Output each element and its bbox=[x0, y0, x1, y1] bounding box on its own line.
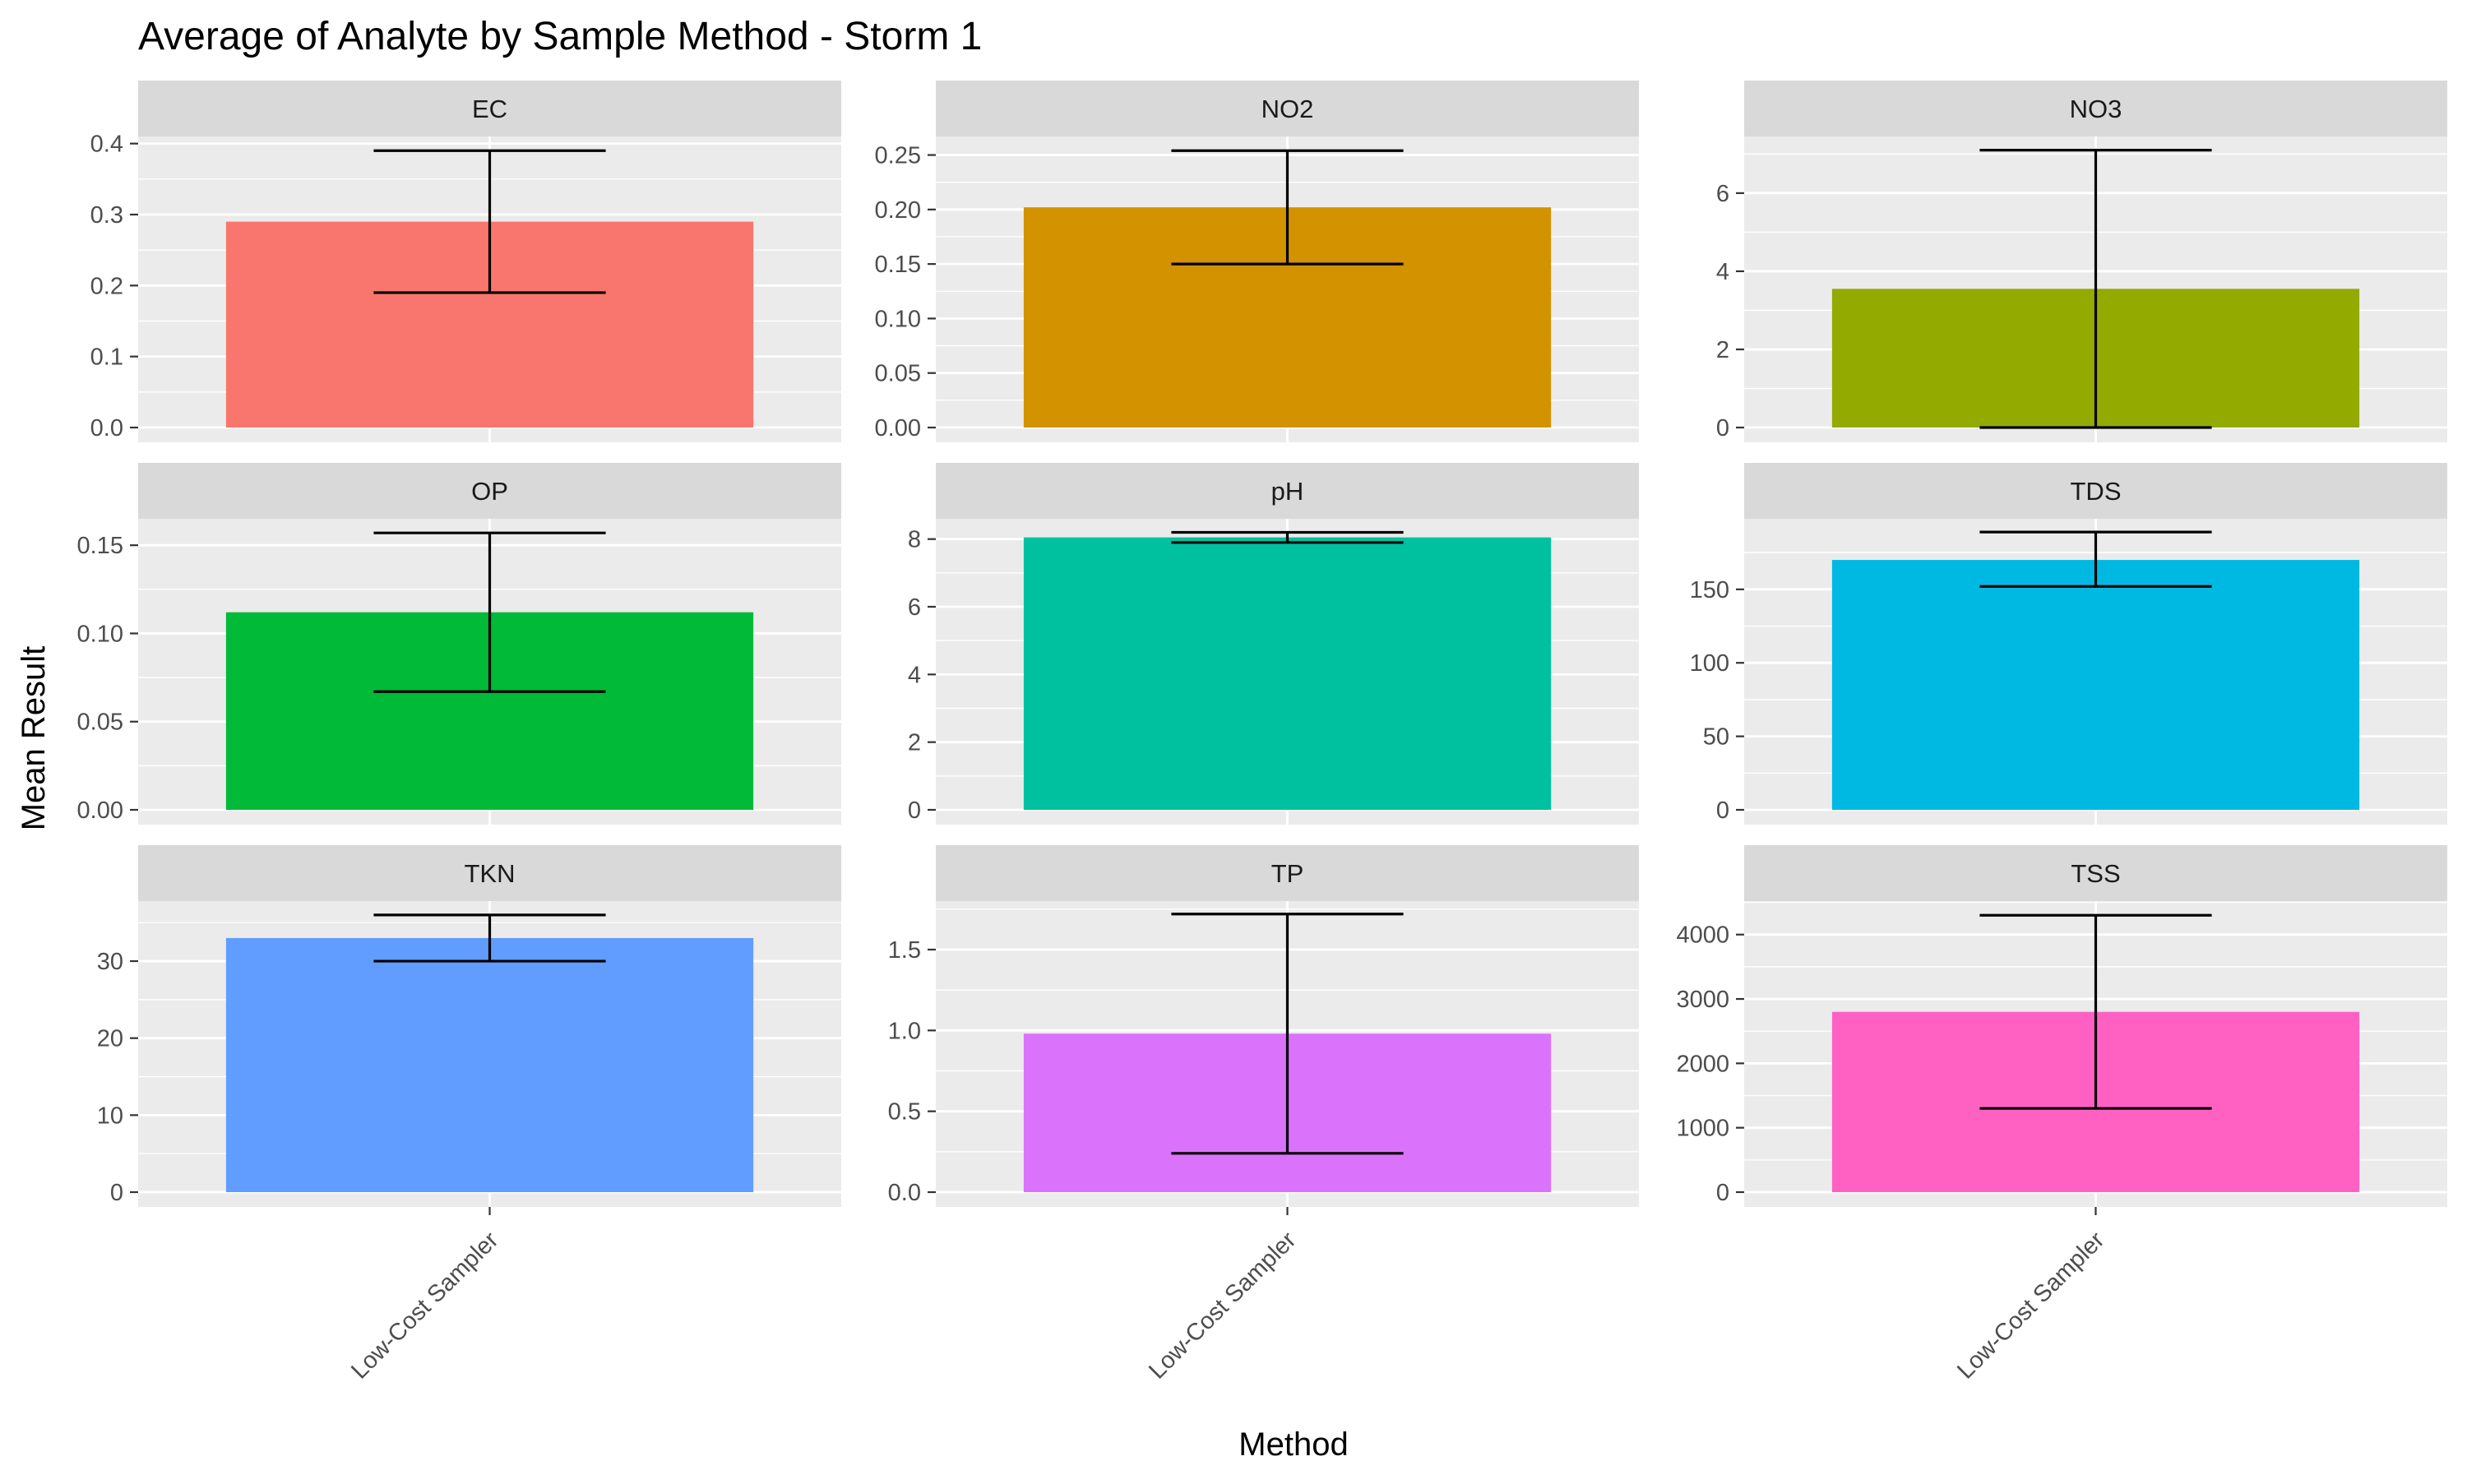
y-tick-label: 6 bbox=[1716, 181, 1729, 207]
x-tick-label: Low-Cost Sampler bbox=[346, 1227, 504, 1385]
facet-strip-label: TP bbox=[1271, 859, 1304, 888]
y-tick-label: 0 bbox=[1716, 415, 1729, 442]
facet-strip bbox=[1744, 81, 2447, 136]
y-tick-label: 0.3 bbox=[90, 202, 123, 229]
facet-strip-label: NO3 bbox=[2070, 95, 2122, 123]
y-tick-label: 0.05 bbox=[77, 710, 123, 736]
facet-strip bbox=[1744, 845, 2447, 901]
y-tick-label: 4 bbox=[908, 662, 921, 688]
facet-strip bbox=[936, 81, 1639, 136]
facet-tkn: TKN 0 10 20 30 Low-Cost Sampler bbox=[97, 845, 841, 1385]
facet-strip bbox=[138, 845, 841, 901]
y-tick-label: 150 bbox=[1690, 577, 1729, 603]
y-tick-label: 0.00 bbox=[77, 797, 123, 824]
facet-strip-label: TSS bbox=[2071, 859, 2120, 888]
y-tick-label: 0.2 bbox=[90, 273, 123, 299]
y-tick-label: 1.0 bbox=[888, 1018, 921, 1044]
facet-strip bbox=[936, 845, 1639, 901]
facet-op: OP 0.00 0.05 0.10 0.15 bbox=[77, 463, 841, 825]
y-tick-label: 30 bbox=[97, 949, 123, 975]
y-tick-label: 0.10 bbox=[77, 621, 123, 647]
facet-strip-label: OP bbox=[471, 477, 508, 506]
chart-title: Average of Analyte by Sample Method - St… bbox=[138, 15, 982, 58]
y-tick-label: 0.0 bbox=[90, 415, 123, 442]
y-tick-label: 0.15 bbox=[77, 533, 123, 559]
bar bbox=[1023, 537, 1552, 810]
x-tick-label: Low-Cost Sampler bbox=[1144, 1227, 1302, 1385]
facet-no2: NO2 0.00 0.05 0.10 0.15 0.20 0.25 bbox=[875, 81, 1639, 442]
y-tick-label: 0.25 bbox=[875, 143, 921, 169]
y-tick-label: 50 bbox=[1703, 724, 1729, 751]
y-tick-label: 0.1 bbox=[90, 344, 123, 371]
facet-panels: EC0.00.10.20.30.4NO20.000.050.100.150.20… bbox=[77, 81, 2447, 1385]
y-tick-label: 0.0 bbox=[888, 1180, 921, 1206]
facet-strip bbox=[138, 463, 841, 519]
facet-strip bbox=[1744, 463, 2447, 519]
y-tick-label: 10 bbox=[97, 1103, 123, 1129]
facet-strip bbox=[138, 81, 841, 136]
facet-ec: EC 0.0 0.1 0.2 0.3 0.4 bbox=[90, 81, 841, 442]
y-tick-label: 0 bbox=[1716, 1180, 1729, 1206]
y-tick-label: 0.10 bbox=[875, 306, 921, 332]
y-tick-label: 4000 bbox=[1676, 922, 1729, 949]
y-tick-label: 1.5 bbox=[888, 937, 921, 964]
y-tick-label: 0 bbox=[1716, 797, 1729, 824]
y-tick-label: 0.4 bbox=[90, 132, 123, 158]
facet-strip-label: NO2 bbox=[1261, 95, 1314, 123]
y-axis-label: Mean Result bbox=[16, 646, 52, 831]
y-tick-label: 0.15 bbox=[875, 252, 921, 278]
y-tick-label: 1000 bbox=[1676, 1116, 1729, 1142]
y-tick-label: 2 bbox=[1716, 337, 1729, 363]
facet-strip-label: EC bbox=[472, 95, 507, 123]
facet-ph: pH 0 2 4 6 8 bbox=[908, 463, 1639, 825]
y-tick-label: 2000 bbox=[1676, 1051, 1729, 1077]
facet-strip-label: TKN bbox=[465, 859, 516, 888]
x-axis-label: Method bbox=[1238, 1426, 1348, 1463]
y-tick-label: 0.20 bbox=[875, 197, 921, 224]
y-tick-label: 4 bbox=[1716, 259, 1729, 285]
facet-tss: TSS 0 1000 2000 3000 4000 Low-Cost Sampler bbox=[1676, 845, 2447, 1385]
facet-no3: NO3 0 2 4 6 bbox=[1716, 81, 2447, 442]
y-tick-label: 8 bbox=[908, 527, 921, 553]
bar bbox=[225, 937, 754, 1192]
y-tick-label: 0.5 bbox=[888, 1099, 921, 1126]
y-tick-label: 100 bbox=[1690, 650, 1729, 677]
y-tick-label: 0 bbox=[110, 1180, 123, 1206]
y-tick-label: 0.05 bbox=[875, 361, 921, 387]
facet-tds: TDS 0 50 100 150 bbox=[1690, 463, 2447, 825]
y-tick-label: 0 bbox=[908, 797, 921, 824]
y-tick-label: 6 bbox=[908, 594, 921, 621]
facet-tp: TP 0.0 0.5 1.0 1.5 Low-Cost Sampler bbox=[888, 845, 1639, 1385]
facet-strip-label: TDS bbox=[2071, 477, 2122, 506]
facet-strip bbox=[936, 463, 1639, 519]
facet-strip-label: pH bbox=[1271, 477, 1304, 506]
y-tick-label: 2 bbox=[908, 730, 921, 756]
x-tick-label: Low-Cost Sampler bbox=[1952, 1227, 2110, 1385]
y-tick-label: 0.00 bbox=[875, 415, 921, 442]
y-tick-label: 20 bbox=[97, 1026, 123, 1052]
bar bbox=[1831, 560, 2360, 810]
y-tick-label: 3000 bbox=[1676, 987, 1729, 1013]
